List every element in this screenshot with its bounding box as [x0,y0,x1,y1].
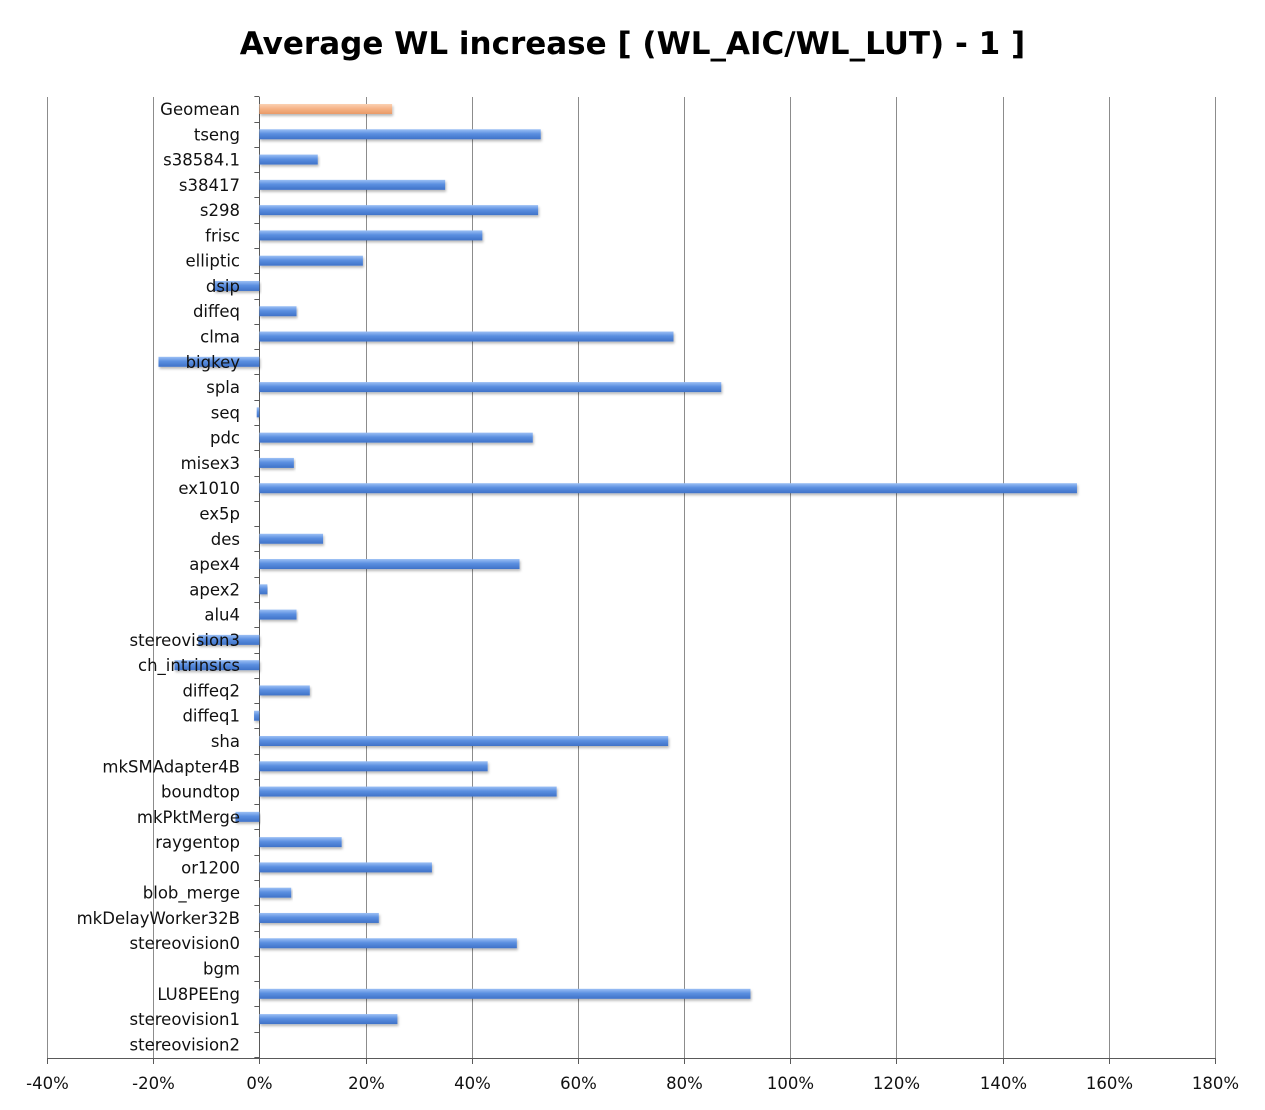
bar-s38584-1 [259,154,318,165]
category-labels: Geomean tseng s38584.1 s38417 s298 frisc ellip… [77,100,241,1054]
bar-misex3 [259,457,294,468]
category-label: spla [206,378,240,397]
category-label: LU8PEEng [157,985,240,1004]
category-label: diffeq1 [182,707,240,726]
bar-s298 [259,205,539,216]
category-label: diffeq [193,302,240,321]
category-label: mkSMAdapter4B [102,757,240,776]
bar-stereovision3 [198,634,260,645]
bar-mksmadapter4b [259,761,488,772]
bar-diffeq1 [254,710,260,721]
bar-des [259,533,324,544]
bar-clma [259,331,674,342]
bar-lu8peeng [259,988,751,999]
x-tick-label: 60% [560,1074,597,1093]
category-label: dsip [206,277,240,296]
bar-ex1010 [259,483,1077,494]
category-label: misex3 [181,454,240,473]
category-label: apex4 [189,555,240,574]
bar-stereovision1 [259,1014,398,1025]
category-label: s38584.1 [163,151,240,170]
x-tick-label: 160% [1086,1074,1133,1093]
x-tick-label: 20% [348,1074,385,1093]
category-label: bgm [203,960,240,979]
x-tick-label: 100% [767,1074,814,1093]
bar-diffeq2 [259,685,310,696]
category-label: clma [200,328,240,347]
x-tick-labels: -40% -20% 0% 20% 40% 60% 80% 100% 120% 140% 160% 18… [26,1074,1239,1093]
category-label: s38417 [179,176,240,195]
category-label: bigkey [186,353,241,372]
bar-elliptic [259,255,363,266]
category-label: boundtop [161,783,240,802]
category-label: Geomean [160,100,240,119]
category-label: apex2 [189,580,240,599]
bar-alu4 [259,609,297,620]
category-label: pdc [210,429,240,448]
category-label: seq [211,403,240,422]
category-label: blob_merge [143,884,240,904]
category-label: stereovision3 [130,631,240,650]
bar-apex2 [259,584,268,595]
category-label: stereovision1 [130,1010,240,1029]
bar-seq [256,407,260,418]
bar-spla [259,382,722,393]
gridlines [47,97,1216,1058]
x-tick-label: -20% [132,1074,175,1093]
x-tick-label: 120% [873,1074,920,1093]
category-label: diffeq2 [182,681,240,700]
bar-bigkey [158,356,260,367]
bar-or1200 [259,862,432,873]
bar-stereovision0 [259,938,517,949]
category-label: alu4 [204,606,240,625]
category-label: des [211,530,240,549]
bar-blob-merge [259,887,292,898]
category-label: ex5p [199,504,240,523]
category-label: or1200 [181,858,240,877]
bar-frisc [259,230,483,241]
category-label: ch_intrinsics [138,656,240,676]
x-tick-label: 140% [980,1074,1027,1093]
category-label: ex1010 [178,479,240,498]
category-label: sha [211,732,240,751]
category-label: raygentop [155,833,240,852]
bar-mkpktmerge [235,811,260,822]
category-label: stereovision2 [130,1035,240,1054]
bar-boundtop [259,786,557,797]
bar-apex4 [259,559,520,570]
bar-geomean [259,104,393,114]
bar-raygentop [259,837,342,848]
category-label: stereovision0 [130,934,240,953]
chart-title: Average WL increase [ (WL_AIC/WL_LUT) - … [239,26,1026,62]
bar-tseng [259,129,541,140]
bar-dsip [214,280,260,291]
x-tick-label: -40% [26,1074,69,1093]
bar-s38417 [259,179,446,190]
category-label: tseng [194,125,240,144]
bar-ch-intrinsics [174,660,260,671]
x-tick-label: 40% [454,1074,491,1093]
category-label: s298 [200,201,240,220]
bar-pdc [259,432,533,443]
bars [158,104,1077,1025]
x-tick-label: 180% [1192,1074,1239,1093]
category-label: elliptic [185,252,240,271]
bar-diffeq [259,306,297,317]
category-label: mkPktMerge [137,808,240,827]
bar-mkdelayworker32b [259,912,379,923]
category-label: frisc [205,226,240,245]
x-tick-label: 0% [246,1074,272,1093]
bar-sha [259,736,669,746]
category-label: mkDelayWorker32B [77,909,240,928]
x-tick-label: 80% [666,1074,703,1093]
